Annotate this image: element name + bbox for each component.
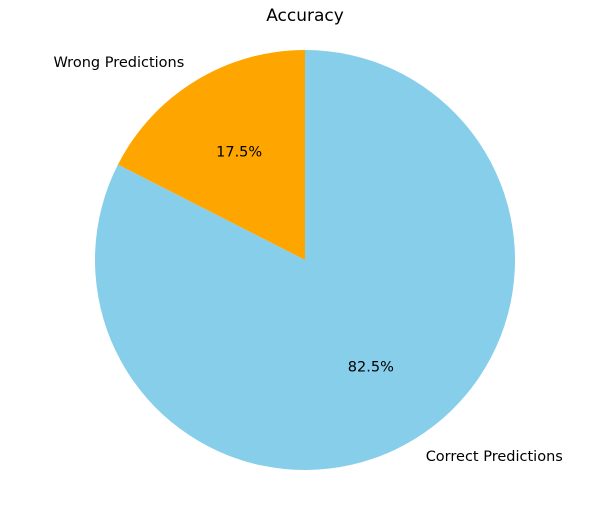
pie-slices: [95, 50, 516, 470]
pie-slice-correct-predictions: [95, 50, 516, 470]
pie-percent-label: 82.5%: [348, 359, 394, 375]
pie-labels: 17.5% Wrong Predictions 82.5% Correct Predi…: [54, 55, 563, 465]
pie-slice-wrong-predictions: [117, 50, 305, 260]
chart-title: Accuracy: [266, 6, 344, 26]
pie-percent-label: 17.5%: [216, 145, 262, 161]
pie-category-label: Correct Predictions: [426, 449, 563, 465]
pie-category-label: Wrong Predictions: [54, 55, 185, 71]
